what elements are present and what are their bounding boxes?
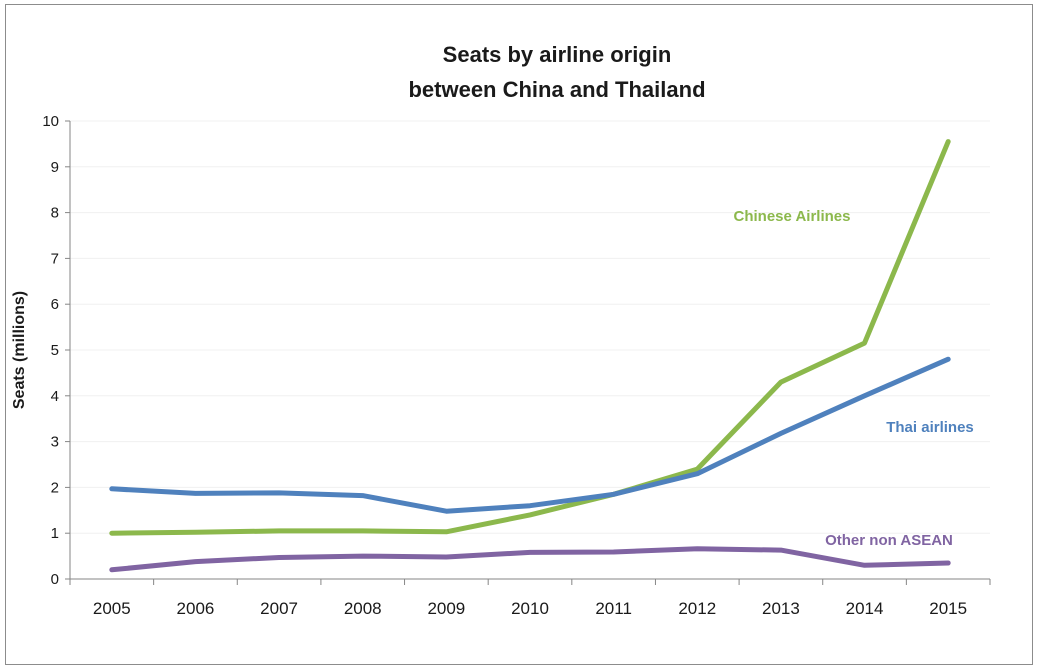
x-tick-label: 2005: [93, 599, 131, 618]
x-tick-label: 2014: [846, 599, 884, 618]
x-tick-label: 2007: [260, 599, 298, 618]
x-tick-label: 2006: [177, 599, 215, 618]
axes: [65, 120, 991, 585]
series-line-other-non-asean: [109, 546, 951, 573]
series-line-thai-airlines: [109, 356, 951, 514]
y-tick-label: 10: [42, 113, 59, 130]
y-tick-label: 8: [51, 205, 59, 222]
x-tick-label: 2010: [511, 599, 549, 618]
x-tick-label: 2012: [678, 599, 716, 618]
chart-title-line-2: between China and Thailand: [408, 77, 705, 102]
gridlines: [70, 120, 990, 534]
series-lines: [109, 139, 951, 573]
x-tick-label: 2011: [595, 599, 632, 618]
y-tick-label: 6: [51, 296, 59, 313]
y-tick-label: 1: [51, 525, 59, 542]
x-tick-labels: 2005 2006 2007 2008 2009 2010 2011 2012 2013 2014…: [93, 599, 967, 618]
x-tick-label: 2008: [344, 599, 382, 618]
x-tick-label: 2009: [427, 599, 465, 618]
series-label-thai-airlines: Thai airlines: [886, 419, 974, 436]
y-tick-label: 0: [51, 571, 59, 588]
series-labels: Chinese Airlines Thai airlines Other non A…: [734, 208, 974, 549]
x-tick-label: 2015: [929, 599, 967, 618]
y-tick-label: 9: [51, 159, 59, 176]
x-tick-label: 2013: [762, 599, 800, 618]
chart-title-line-1: Seats by airline origin: [443, 42, 672, 67]
y-tick-label: 2: [51, 479, 59, 496]
series-line-chinese-airlines: [109, 139, 951, 536]
y-tick-label: 3: [51, 434, 59, 451]
series-label-chinese-airlines: Chinese Airlines: [734, 208, 851, 225]
series-label-other-non-asean: Other non ASEAN: [825, 532, 953, 549]
y-axis-label: Seats (millions): [11, 291, 28, 409]
y-tick-labels: 0 1 2 3 4 5 6 7 8 9 10: [42, 113, 59, 588]
y-tick-label: 7: [51, 250, 59, 267]
y-tick-label: 5: [51, 342, 59, 359]
y-tick-label: 4: [51, 388, 59, 405]
